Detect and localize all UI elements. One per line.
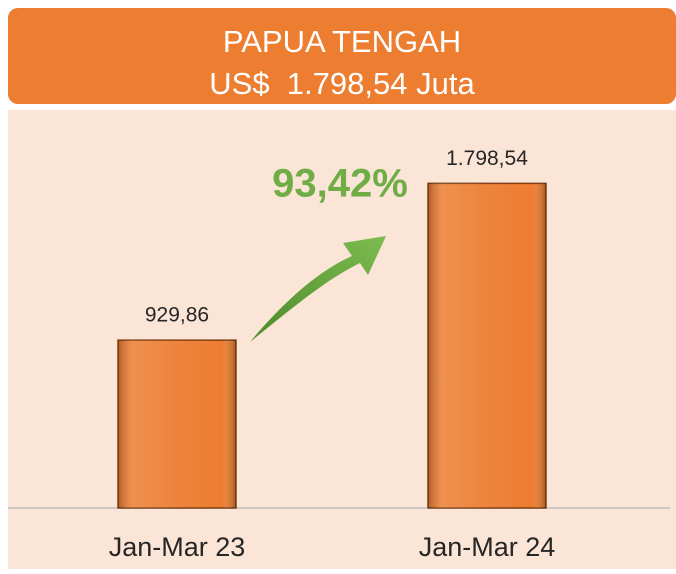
header-box bbox=[8, 8, 676, 104]
value-label: 1.798,54 bbox=[446, 147, 528, 170]
bar bbox=[117, 339, 237, 509]
bar bbox=[427, 182, 547, 509]
chart-subtitle: US$ 1.798,54 Juta bbox=[209, 66, 475, 101]
x-tick-label: Jan-Mar 23 bbox=[109, 532, 246, 562]
value-label: 929,86 bbox=[145, 304, 209, 327]
growth-annotation: 93,42% bbox=[272, 162, 408, 206]
x-tick-label: Jan-Mar 24 bbox=[419, 532, 556, 562]
growth-arrow bbox=[250, 236, 386, 342]
chart-title: PAPUA TENGAH bbox=[223, 24, 461, 59]
